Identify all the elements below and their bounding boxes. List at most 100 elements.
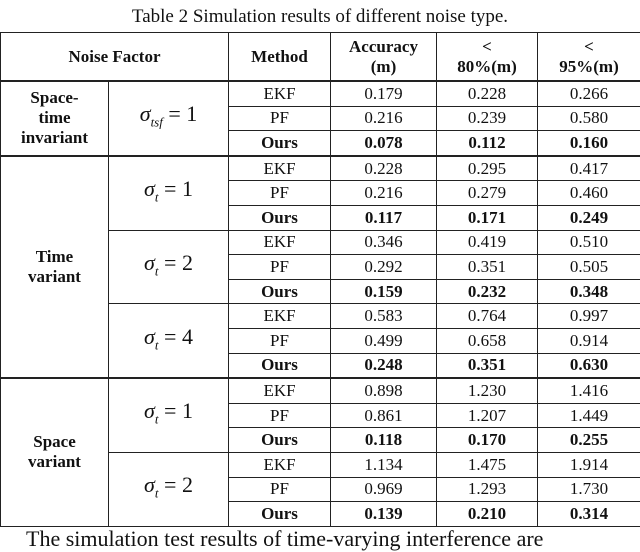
method-cell: Ours [228,352,331,379]
value-cell: 0.160 [537,130,640,157]
header-cell: Noise Factor [0,32,229,82]
value-cell: 0.239 [436,105,538,132]
method-cell: EKF [228,377,331,404]
table-row: Time variant σt = 1 EKF 0.228 0.295 0.417 [0,154,640,379]
value-cell: 0.417 [537,154,640,182]
table-row: PF 0.292 0.351 0.505 [1,254,640,280]
value-cell: 0.248 [330,352,437,379]
value-cell: 0.179 [330,79,437,107]
noise-factor: σt = 1 [108,377,229,453]
header-line: Accuracy [349,36,418,56]
value-cell: 0.279 [436,180,538,206]
header-row: Noise Factor Method Accuracy (m) <80%(m) <9… [0,32,640,82]
header-line: < [584,36,594,56]
value-cell: 0.630 [537,352,640,379]
method-cell: EKF [228,451,331,478]
factor-symbol: σ [144,249,155,275]
factor-subscript: t [154,263,159,279]
table-row: Space-time invariant σtsf = 1 EKF 0.179 0.228… [0,79,640,157]
group-label-line: variant [28,452,81,472]
noise-factor: σt = 2 [108,451,229,527]
value-cell: 0.346 [330,229,437,256]
table-row: σt = 2 EKF 1.134 1.475 1.914 [1,451,640,527]
factor-subscript: t [154,336,159,352]
group-label-line: Space- [30,88,79,108]
value-cell: 1.475 [436,451,538,478]
group-label: Time variant [0,154,109,379]
factor-symbol: σ [144,472,155,498]
factor-value: = 2 [164,249,193,275]
value-cell: 0.228 [330,154,437,182]
value-cell: 0.112 [436,130,538,157]
value-cell: 0.078 [330,130,437,157]
table-row: PF 0.216 0.279 0.460 [1,180,640,206]
header-line: (m) [370,56,397,76]
value-cell: 0.898 [330,377,437,404]
results-table: Noise Factor Method Accuracy (m) <80%(m) <9… [0,32,640,527]
value-cell: 0.351 [436,352,538,379]
group-label-line: invariant [20,128,89,148]
group-label: Space variant [0,377,109,527]
value-cell: 0.139 [330,501,437,527]
table-row: Ours 0.139 0.210 0.314 [1,501,640,527]
value-cell: 1.207 [436,402,538,429]
factor-value: = 1 [164,398,193,424]
value-cell: 1.293 [436,476,538,503]
table-row: PF 0.861 1.207 1.449 [1,402,640,429]
value-cell: 1.449 [537,402,640,429]
value-cell: 0.505 [537,254,640,280]
value-cell: 0.348 [537,278,640,305]
group-label-line: Time [35,246,74,266]
method-cell: PF [228,105,331,132]
factor-subscript: tsf [150,114,163,130]
header-cell: Method [228,32,331,82]
header-line: < [482,36,492,56]
table-row: σt = 2 EKF 0.346 0.419 0.510 [1,229,640,305]
value-cell: 0.969 [330,476,437,503]
value-cell: 0.499 [330,327,437,354]
value-cell: 0.228 [436,79,538,107]
value-cell: 0.118 [330,427,437,453]
header-cell: <95%(m) [537,32,640,82]
group-label-line: time [38,108,71,128]
method-cell: Ours [228,501,331,527]
method-cell: EKF [228,303,331,329]
table-row: PF 0.499 0.658 0.914 [1,327,640,354]
method-cell: EKF [228,229,331,256]
method-cell: Ours [228,427,331,453]
header-line: 80%(m) [457,56,517,76]
group-label-line: Space [33,432,76,452]
value-cell: 0.216 [330,105,437,132]
method-cell: PF [228,402,331,429]
header-cell: <80%(m) [436,32,538,82]
value-cell: 0.460 [537,180,640,206]
value-cell: 0.295 [436,154,538,182]
factor-subscript: t [154,189,159,205]
table-row: PF 0.216 0.239 0.580 [1,105,640,132]
table-caption: Table 2 Simulation results of different … [131,6,509,27]
value-cell: 1.914 [537,451,640,478]
table-row: Ours 0.078 0.112 0.160 [1,130,640,157]
method-cell: EKF [228,154,331,182]
factor-subscript: t [154,411,159,427]
value-cell: 0.658 [436,327,538,354]
method-cell: PF [228,254,331,280]
value-cell: 0.997 [537,303,640,329]
method-cell: PF [228,476,331,503]
value-cell: 0.580 [537,105,640,132]
value-cell: 0.170 [436,427,538,453]
value-cell: 0.351 [436,254,538,280]
table-row: Ours 0.159 0.232 0.348 [1,278,640,305]
factor-symbol: σ [144,175,155,201]
group-label-line: variant [28,266,81,286]
value-cell: 1.230 [436,377,538,404]
method-cell: Ours [228,278,331,305]
method-cell: Ours [228,130,331,157]
value-cell: 0.510 [537,229,640,256]
noise-factor: σt = 2 [108,229,229,305]
method-cell: Ours [228,204,331,231]
value-cell: 0.861 [330,402,437,429]
value-cell: 1.730 [537,476,640,503]
header-line: 95%(m) [559,56,619,76]
